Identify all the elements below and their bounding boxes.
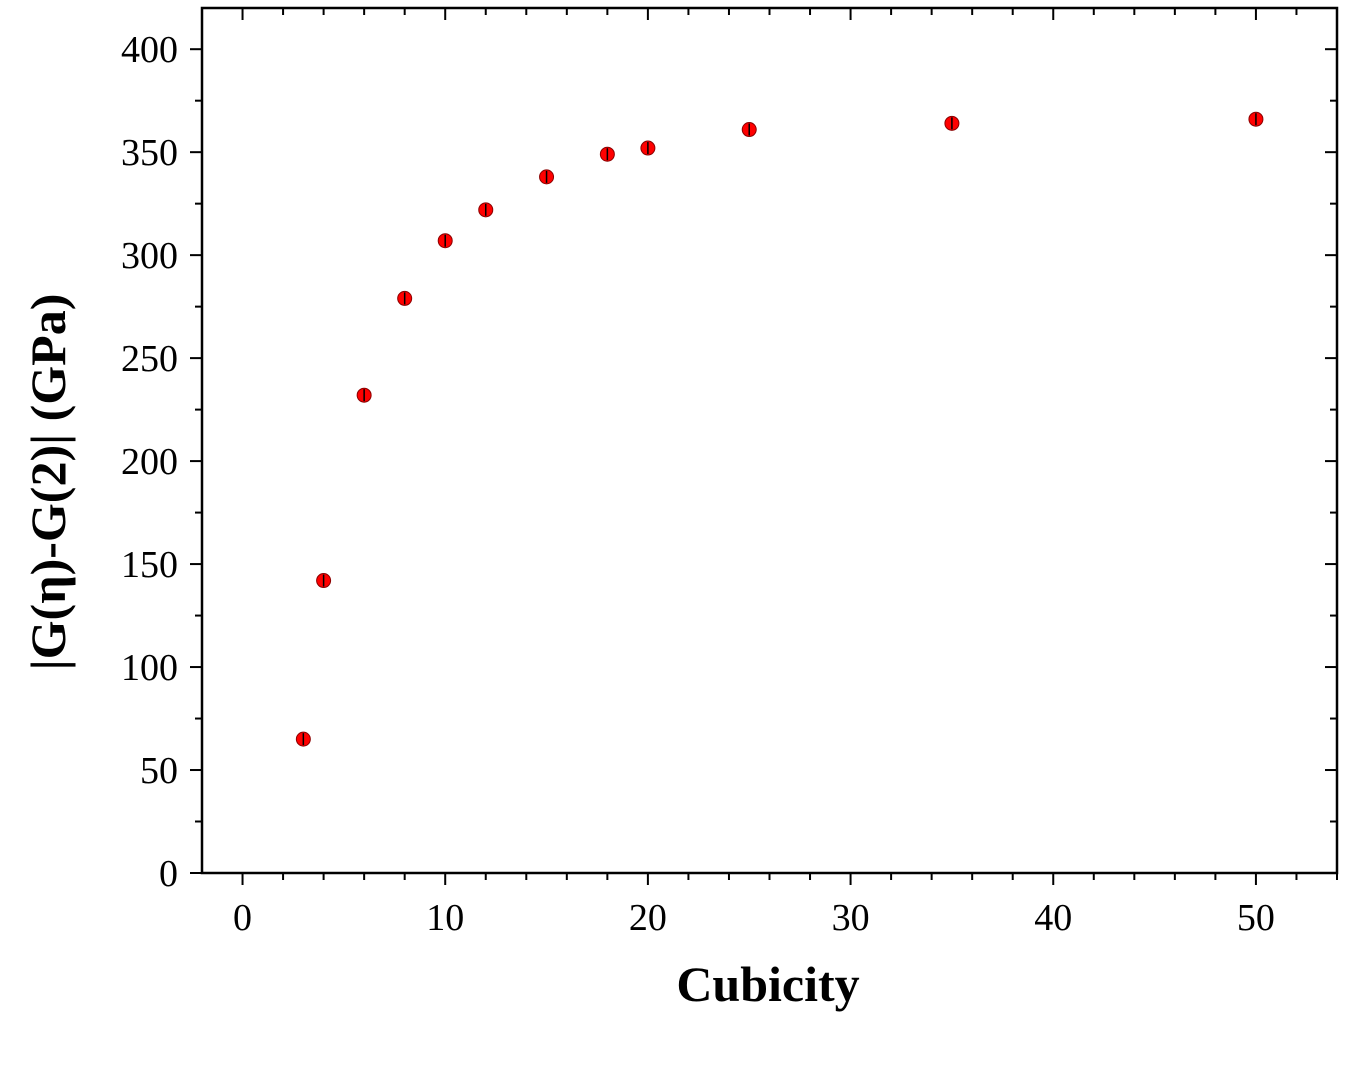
- x-tick-label: 20: [629, 897, 667, 939]
- y-tick-label: 0: [159, 853, 178, 895]
- y-tick-label: 300: [121, 235, 178, 277]
- x-tick-label: 40: [1034, 897, 1072, 939]
- data-point: [539, 169, 555, 185]
- x-tick-label: 0: [233, 897, 252, 939]
- data-points: [295, 111, 1264, 747]
- x-tick-label: 50: [1237, 897, 1275, 939]
- data-point: [741, 122, 757, 138]
- ticks: 0 10 20 30 40 50 0 50 100 150 200 250 300 350 400: [121, 8, 1338, 939]
- data-point: [640, 140, 656, 156]
- data-point: [1248, 111, 1264, 127]
- x-tick-label: 10: [426, 897, 464, 939]
- plot-frame: [200, 6, 1339, 875]
- data-point: [295, 731, 311, 747]
- data-point: [437, 233, 453, 249]
- data-point: [478, 202, 494, 218]
- data-point: [316, 573, 332, 589]
- y-tick-label: 50: [140, 750, 178, 792]
- data-point: [599, 146, 615, 162]
- x-axis-title: Cubicity: [676, 956, 859, 1012]
- y-tick-label: 200: [121, 441, 178, 483]
- y-axis-title: |G(η)-G(2)| (GPa): [20, 294, 76, 671]
- data-point: [356, 387, 372, 403]
- y-tick-label: 100: [121, 647, 178, 689]
- axes: [200, 6, 1339, 875]
- data-point: [944, 115, 960, 131]
- data-point: [397, 290, 413, 306]
- y-tick-label: 400: [121, 29, 178, 71]
- y-tick-label: 350: [121, 132, 178, 174]
- y-tick-label: 150: [121, 544, 178, 586]
- x-tick-label: 30: [832, 897, 870, 939]
- y-tick-label: 250: [121, 338, 178, 380]
